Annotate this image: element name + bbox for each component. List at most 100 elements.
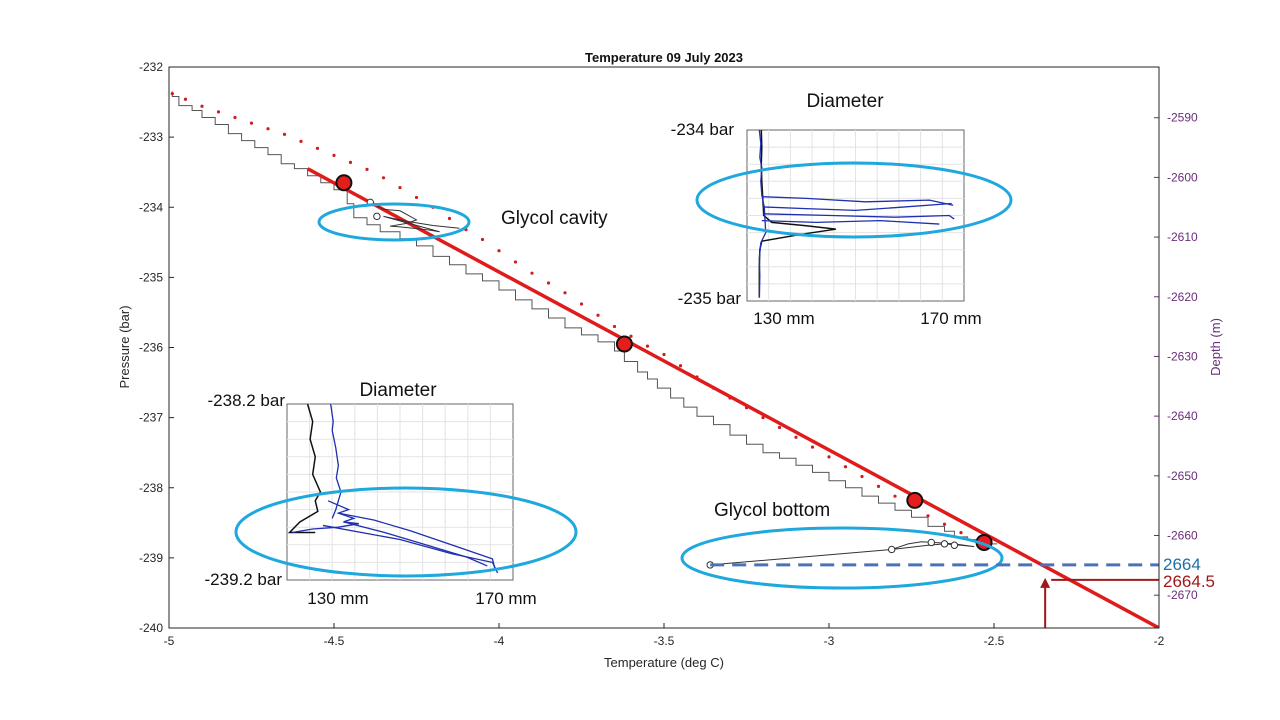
depth-axis-ticks: -2590 -2600 -2610 -2620 -2630 -2640 -2650 -2660…: [1154, 111, 1198, 602]
inset-top-x-left: 130 mm: [753, 309, 814, 328]
depth-tick-label: -2660: [1167, 528, 1198, 542]
reference-dot: [942, 522, 947, 526]
depth-tick-label: -2670: [1167, 588, 1198, 602]
x-tick-label: -3.5: [654, 634, 675, 648]
reference-dot: [579, 302, 584, 306]
reference-dot: [299, 139, 303, 143]
reference-dot: [810, 445, 815, 449]
fit-marker: [335, 174, 353, 192]
inset-bottom-traces: [287, 404, 499, 574]
reference-dot: [183, 97, 188, 101]
inset-blue-trace: [762, 213, 955, 220]
depth-tick-label: -2650: [1167, 469, 1198, 483]
cavity-trace: [370, 201, 460, 233]
x-axis-label: Temperature (deg C): [604, 655, 724, 670]
reference-dot: [348, 160, 353, 164]
inset-bottom-ellipse: [234, 486, 578, 578]
y-tick-label: -233: [139, 130, 163, 144]
reference-dot: [678, 364, 683, 368]
depth-tick-label: -2630: [1167, 349, 1198, 363]
depth-tick-label: -2600: [1167, 170, 1198, 184]
bottom-marker: [888, 545, 896, 554]
reference-dot: [200, 104, 204, 108]
reference-dot: [480, 237, 485, 242]
gradient-fit-line: [306, 167, 1159, 628]
reference-dot: [332, 153, 336, 157]
bottom-marker: [927, 538, 935, 547]
temperature-profile-line: [171, 91, 998, 545]
reference-dot: [365, 167, 369, 171]
plot-frame: [168, 66, 1160, 629]
x-tick-label: -5: [164, 634, 175, 648]
reference-dot: [381, 176, 386, 180]
inset-blue-trace: [761, 196, 954, 206]
depth-overlay: [710, 563, 1159, 628]
inset-blue-trace: [761, 219, 940, 225]
reference-dot: [530, 271, 534, 275]
reference-dot: [282, 132, 287, 136]
reference-dot: [893, 494, 897, 498]
depth-arrow-head: [1040, 577, 1051, 588]
reference-dot: [233, 115, 237, 120]
reference-dot: [216, 110, 221, 114]
diameter-inset-top: Diameter -234 bar -235 bar 130 mm 170 mm: [671, 91, 982, 328]
reference-dot: [761, 416, 765, 420]
reference-dot: [794, 435, 798, 439]
reference-dot: [876, 484, 881, 488]
inset-blue-trace: [758, 130, 767, 298]
x-tick-label: -2: [1154, 634, 1165, 648]
reference-dot: [827, 455, 831, 459]
reference-dot: [645, 344, 650, 348]
inset-top-x-right: 170 mm: [920, 309, 981, 328]
inset-blue-trace: [322, 524, 499, 574]
reference-dot: [513, 260, 518, 264]
inset-bottom-grid: [287, 404, 513, 580]
reference-dot: [546, 281, 551, 285]
reference-dot: [843, 465, 848, 469]
inset-blue-trace: [762, 202, 952, 212]
y-axis-label: Pressure (bar): [117, 305, 132, 388]
inset-bottom-x-left: 130 mm: [307, 589, 368, 608]
y-tick-label: -240: [139, 621, 163, 635]
y-tick-label: -232: [139, 60, 163, 74]
inset-black-trace: [287, 404, 322, 534]
inset-blue-trace: [338, 512, 496, 570]
fit-marker: [906, 491, 924, 509]
reference-dot: [414, 195, 419, 200]
inset-bottom-x-right: 170 mm: [475, 589, 536, 608]
reference-dot: [662, 352, 666, 357]
inset-blue-trace: [343, 521, 488, 567]
reference-dot: [497, 249, 501, 253]
depth-tick-label: -2620: [1167, 290, 1198, 304]
reference-dot: [860, 474, 864, 479]
reference-dot: [926, 514, 930, 518]
x-tick-label: -3: [824, 634, 835, 648]
y-tick-label: -236: [139, 341, 163, 355]
glycol-bottom-label: Glycol bottom: [714, 500, 830, 521]
reference-dot: [777, 425, 782, 430]
chart-title: Temperature 09 July 2023: [585, 50, 743, 65]
glycol-cavity-ellipse: [317, 202, 471, 242]
inset-top-ellipse: [695, 161, 1013, 239]
depth-tick-label: -2610: [1167, 230, 1198, 244]
reference-dot: [266, 127, 270, 131]
y-tick-label: -235: [139, 270, 163, 284]
y-tick-label: -239: [139, 551, 163, 565]
x-axis-ticks: -5 -4.5 -4 -3.5 -3 -2.5 -2: [164, 623, 1165, 648]
inset-bottom-bottom-label: -239.2 bar: [205, 570, 283, 589]
reference-dot: [563, 291, 567, 295]
main-series: [170, 91, 1159, 628]
glycol-bottom-ellipse: [680, 526, 1004, 590]
reference-dot: [315, 146, 320, 150]
inset-bottom-top-label: -238.2 bar: [208, 391, 286, 410]
x-tick-label: -2.5: [984, 634, 1005, 648]
inset-top-top-label: -234 bar: [671, 120, 735, 139]
reference-dot: [249, 121, 254, 125]
bottom-marker: [950, 541, 959, 549]
inset-top-title: Diameter: [806, 91, 884, 112]
reference-dot: [447, 216, 452, 221]
reference-dot: [398, 186, 402, 190]
depth-tick-label: -2640: [1167, 409, 1198, 423]
depth-tick-label: -2590: [1167, 111, 1198, 125]
